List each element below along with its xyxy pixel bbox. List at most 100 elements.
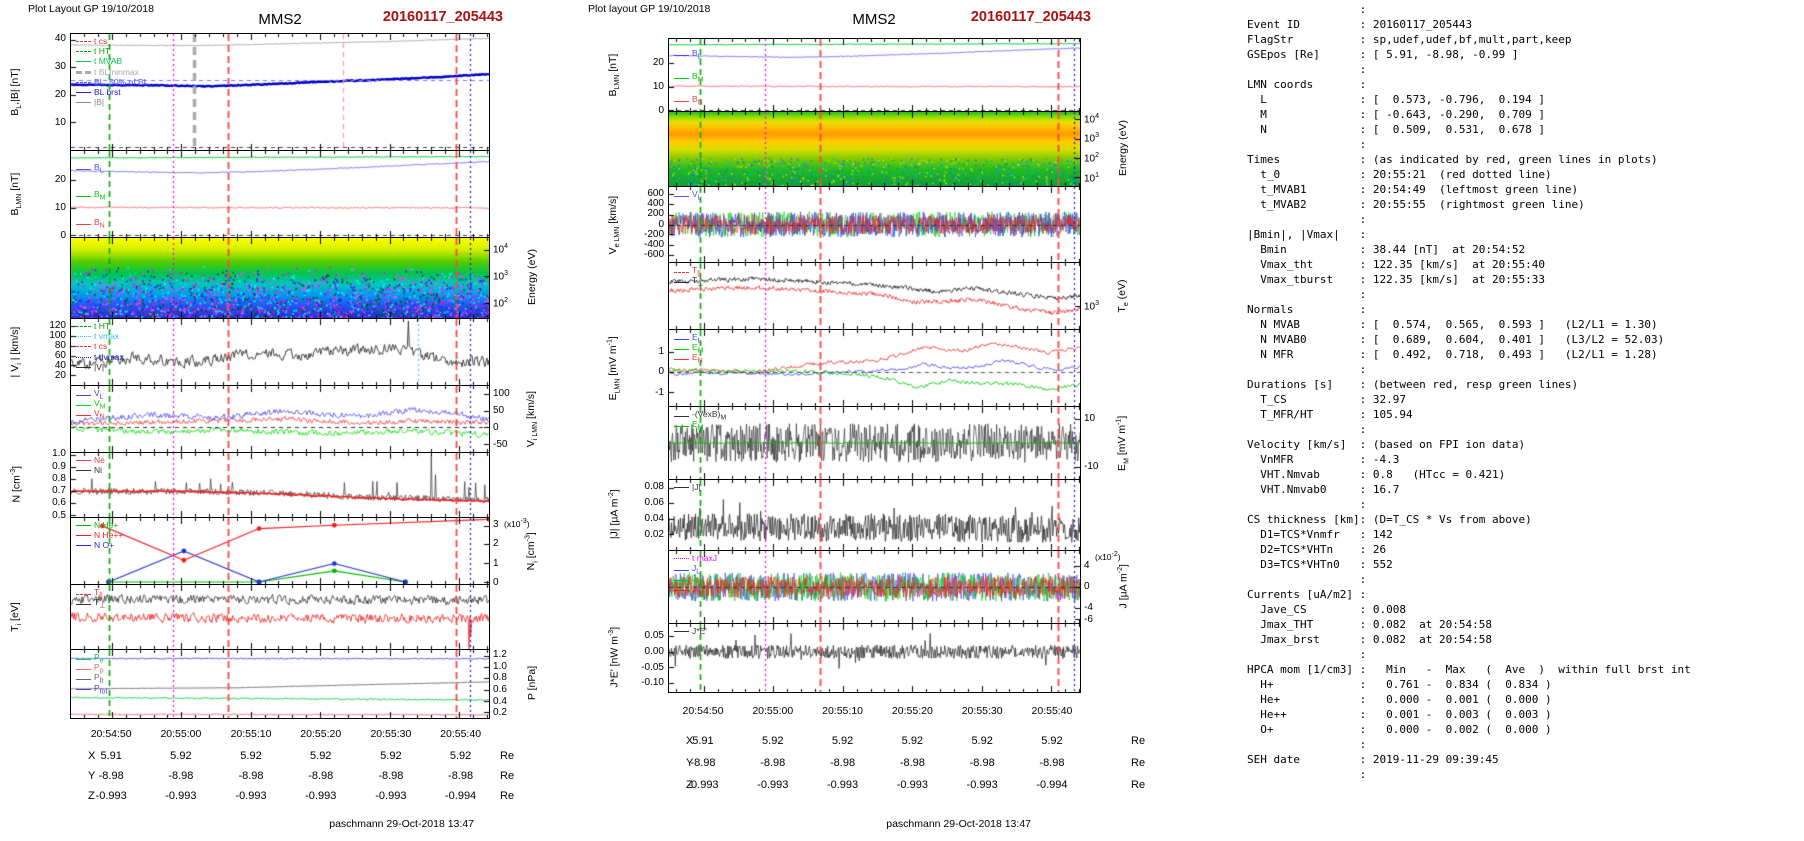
time-tick-label: 20:55:30: [370, 728, 412, 740]
legend-item: N He+: [76, 521, 118, 530]
pos-unit: Re: [500, 790, 515, 802]
panel-left-vi-mag: [70, 318, 490, 386]
y-tick-label-right: 1.2: [493, 648, 507, 660]
y-axis-label: BL,|B| [nT]: [8, 68, 24, 116]
y-tick-label: 0.5: [52, 509, 66, 521]
legend-line-sample: [76, 356, 91, 358]
legend-item: VL: [76, 389, 104, 402]
panel-middle-elmn: [668, 329, 1081, 407]
y-axis-label-right: J [µA m-2]: [1116, 564, 1130, 609]
legend-label: N He++: [94, 530, 124, 541]
legend-item: t HT: [76, 47, 110, 56]
legend-line-sample: [76, 604, 91, 606]
panel-canvas-middle-electron-spectrogram: [669, 112, 1080, 186]
legend-line-sample: [674, 558, 689, 559]
pos-row-label: Y: [88, 770, 96, 782]
y-tick-label-right: -6: [1084, 613, 1093, 625]
legend-line-sample: [76, 593, 91, 595]
panel-left-bl-b: [70, 33, 490, 151]
panel-canvas-middle-exb-m: [669, 407, 1080, 479]
pos-unit: Re: [500, 750, 515, 762]
legend-label: BL: [94, 162, 104, 175]
panel-canvas-left-bl-b: [71, 34, 489, 150]
y-tick-label-right: 103: [1084, 300, 1100, 313]
pos-unit: Re: [1131, 757, 1146, 769]
pos-value: -8.98: [690, 757, 716, 769]
time-tick-label: 20:55:10: [822, 705, 863, 717]
legend-label: EM: [692, 419, 704, 432]
legend-line-sample: [674, 631, 689, 632]
y-axis-label: BLMN [nT]: [8, 172, 24, 216]
left-event-id: 20160117_205443: [382, 9, 503, 25]
time-tick-label: 20:55:40: [1031, 705, 1073, 717]
legend-item: Pb: [76, 673, 104, 686]
y-tick-label: 20: [54, 173, 66, 185]
legend-label: J*E': [692, 626, 707, 636]
legend-item: t cs: [76, 342, 107, 351]
panel-left-ti: [70, 584, 490, 650]
legend-item: BL brst: [76, 88, 121, 97]
legend-item: Pe: [76, 653, 104, 666]
legend-line-sample: [674, 100, 689, 102]
panel-middle-jdote: [668, 623, 1081, 693]
legend-label: BM: [94, 189, 106, 203]
legend-label: BN: [94, 216, 105, 230]
y-tick-label: 600: [647, 187, 664, 199]
y-axis-label: ELMN [mV m-1]: [606, 336, 622, 401]
legend-label: t maxJ: [692, 553, 718, 563]
y-tick-label: -400: [643, 239, 664, 251]
legend-item: t maxJ: [674, 554, 717, 563]
pos-value: 5.91: [692, 735, 714, 747]
legend-line-sample: [674, 590, 689, 592]
legend-line-sample: [674, 426, 689, 428]
y-tick-label: 0: [658, 218, 664, 230]
y-tick-label: 0: [658, 366, 664, 378]
legend-label: BL brst: [94, 87, 121, 97]
y-tick-label-right: 102: [1084, 152, 1100, 165]
legend-item: t cs: [76, 37, 107, 46]
legend-label: t vmax: [94, 331, 120, 342]
panel-left-vi-lmn: [70, 385, 490, 453]
legend-line-sample: [76, 41, 91, 42]
pos-value: -0.993: [165, 790, 197, 802]
legend-line-sample: [674, 570, 689, 572]
legend-line-sample: [674, 195, 689, 197]
legend-label: JM: [692, 573, 703, 587]
legend-label: Pp: [94, 662, 104, 675]
panel-canvas-middle-jmag: [669, 480, 1080, 550]
legend-label: EN: [692, 352, 703, 366]
legend-label: |B|: [94, 97, 105, 108]
legend-label: T⊥: [692, 275, 704, 288]
legend-item: VN: [76, 409, 105, 422]
pos-value: -8.98: [969, 757, 995, 769]
legend-line-sample: [76, 525, 91, 526]
y-axis-label: N [cm-3]: [9, 465, 23, 503]
pos-unit: Re: [500, 770, 515, 782]
legend-line-sample: [674, 415, 689, 417]
legend-label: BN: [692, 93, 703, 107]
legend-item: |B|: [76, 98, 104, 107]
legend-item: BL: [674, 49, 702, 62]
legend-line-sample: [674, 282, 689, 284]
legend-line-sample: [76, 223, 91, 225]
legend-label: t HT: [94, 46, 111, 57]
legend-item: EN: [674, 353, 703, 366]
panel-canvas-middle-te: [669, 263, 1080, 329]
panel-canvas-left-vi-mag: [71, 319, 489, 385]
pos-value: -0.993: [757, 779, 789, 791]
pos-row-label: X: [88, 750, 96, 762]
time-tick-label: 20:55:20: [300, 728, 342, 740]
y-tick-label: -1: [655, 386, 664, 398]
legend-label: T||: [692, 265, 701, 278]
pos-value: -0.993: [235, 790, 267, 802]
pos-value: -0.993: [305, 790, 337, 802]
pos-value: -8.98: [308, 770, 334, 782]
pos-row-label: X: [686, 735, 694, 747]
y-tick-label: 0.7: [52, 485, 66, 497]
y-tick-label: 40: [54, 359, 66, 371]
y-axis-label-right: Energy (eV): [1117, 119, 1129, 177]
panel-middle-ve-lmn: [668, 186, 1081, 263]
pos-value: -8.98: [1039, 757, 1065, 769]
legend-item: BL, 50% of BL: [76, 77, 148, 87]
